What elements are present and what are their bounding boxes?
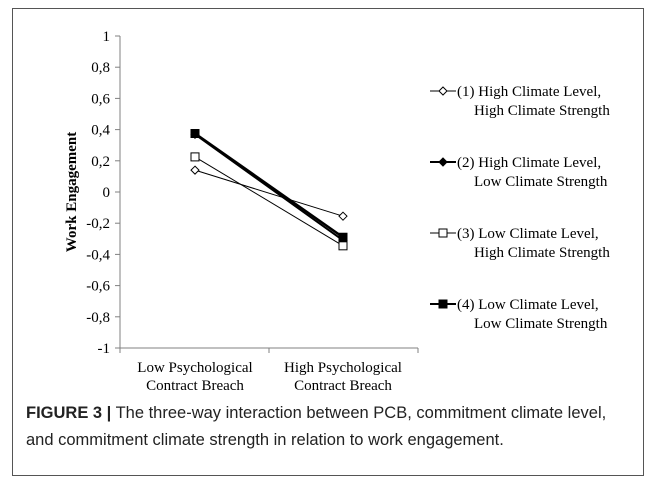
legend-item-1: (1) High Climate Level, High Climate Stre… [430, 84, 610, 119]
data-point-marker [338, 211, 348, 221]
line-chart: 1 0,8 0,6 0,4 0,2 0 -0,2 -0,4 -0,6 -0,8 -1 Low Psy… [64, 29, 610, 394]
legend-item-3: (3) Low Climate Level, High Climate Stren… [430, 226, 610, 261]
y-tick-label: -0,8 [86, 310, 110, 326]
series-line [194, 156, 344, 247]
data-point-marker [190, 165, 200, 175]
y-tick-label: 1 [103, 29, 111, 45]
legend-label: (3) Low Climate Level, [457, 226, 599, 242]
y-tick-label: 0 [103, 185, 111, 201]
series-1 [190, 165, 348, 221]
y-tick-label: -0,4 [86, 247, 110, 263]
x-tick-labels: Low Psychological Contract Breach High Psy… [137, 360, 402, 394]
y-tick-label: -1 [98, 341, 111, 357]
legend-item-4: (4) Low Climate Level, Low Climate Streng… [430, 297, 608, 332]
y-tick-label: 0,8 [91, 60, 110, 76]
legend-label: Low Climate Strength [474, 316, 608, 332]
figure-caption: FIGURE 3 | The three-way interaction bet… [26, 400, 636, 454]
x-tick-label: Low Psychological [137, 360, 252, 376]
y-tick-labels: 1 0,8 0,6 0,4 0,2 0 -0,2 -0,4 -0,6 -0,8 -1 [86, 29, 110, 357]
y-tick-label: 0,4 [91, 123, 110, 139]
data-point-marker [438, 228, 448, 238]
legend-label: (4) Low Climate Level, [457, 297, 599, 313]
figure-label: FIGURE 3 | [26, 404, 112, 422]
legend-label: (1) High Climate Level, [457, 84, 601, 100]
data-point-marker [338, 241, 348, 251]
x-tick-label: Contract Breach [294, 378, 392, 394]
y-tick-label: 0,2 [91, 154, 110, 170]
data-point-marker [190, 129, 200, 138]
figure-caption-text: The three-way interaction between PCB, c… [26, 404, 607, 449]
data-point-marker [438, 299, 448, 309]
data-point-marker [438, 86, 448, 96]
y-axis-label: Work Engagement [64, 132, 80, 252]
legend: (1) High Climate Level, High Climate Stre… [430, 84, 610, 332]
data-point-marker [190, 152, 200, 162]
legend-label: (2) High Climate Level, [457, 155, 601, 171]
figure-frame [12, 8, 644, 476]
y-tick-label: 0,6 [91, 91, 110, 107]
series-line [194, 132, 344, 239]
legend-label: Low Climate Strength [474, 174, 608, 190]
chart-axes [115, 35, 419, 353]
x-tick-label: Contract Breach [146, 378, 244, 394]
data-point-marker [338, 232, 348, 242]
legend-item-2: (2) High Climate Level, Low Climate Stren… [430, 155, 608, 190]
series-3 [190, 152, 348, 251]
legend-label: High Climate Strength [474, 103, 610, 119]
data-point-marker [438, 157, 448, 167]
y-tick-label: -0,6 [86, 279, 110, 295]
series-4 [190, 129, 348, 242]
y-tick-label: -0,2 [86, 216, 110, 232]
series-line [194, 169, 344, 217]
x-tick-label: High Psychological [284, 360, 402, 376]
series-group [190, 129, 348, 251]
legend-label: High Climate Strength [474, 245, 610, 261]
